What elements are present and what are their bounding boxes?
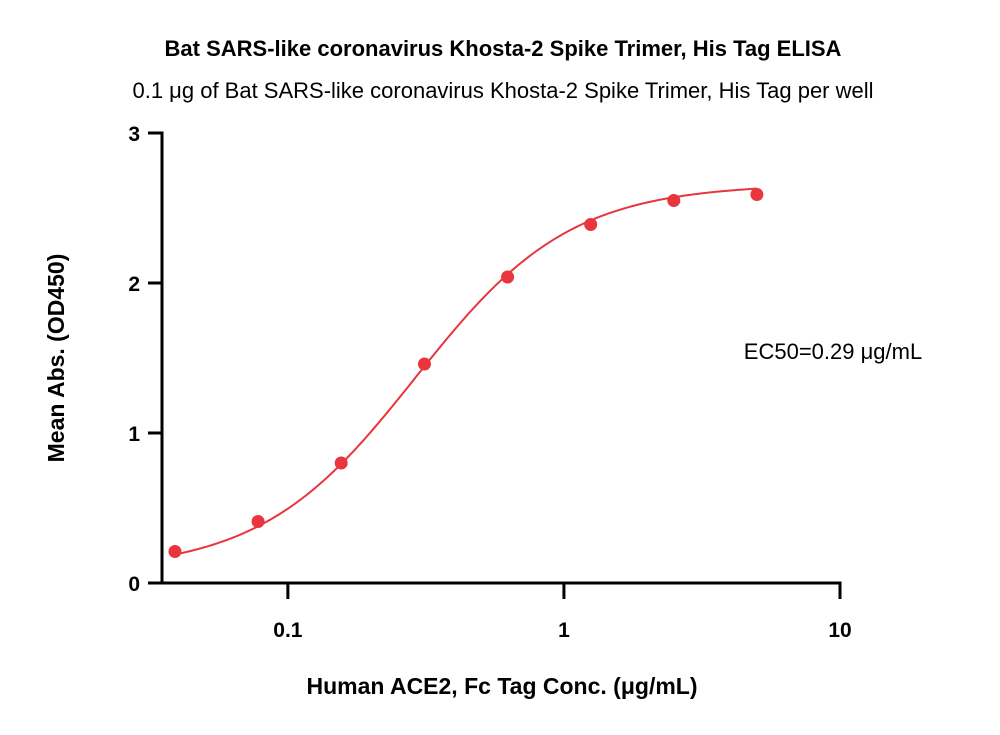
- data-point: [251, 515, 265, 528]
- chart-subtitle: 0.1 μg of Bat SARS-like coronavirus Khos…: [132, 78, 873, 103]
- data-point: [501, 270, 515, 284]
- axes: 0 1 2 3 0.1 1 10: [128, 123, 851, 642]
- y-tick-label: 1: [128, 423, 140, 446]
- x-tick-label: 0.1: [273, 619, 303, 642]
- y-tick-label: 3: [128, 123, 140, 146]
- y-axis-label: Mean Abs. (OD450): [43, 254, 69, 463]
- fit-curve-layer: [174, 187, 757, 556]
- data-point: [750, 188, 764, 201]
- fit-curve: [174, 187, 757, 556]
- x-tick-label: 1: [558, 619, 570, 642]
- x-axis-label: Human ACE2, Fc Tag Conc. (μg/mL): [306, 673, 697, 699]
- y-tick-label: 2: [128, 273, 140, 296]
- data-point: [667, 194, 681, 207]
- x-tick-label: 10: [828, 619, 851, 642]
- data-points-layer: [168, 188, 764, 558]
- y-tick-label: 0: [128, 573, 140, 596]
- data-point: [334, 456, 348, 470]
- data-point: [417, 357, 431, 371]
- data-point: [584, 218, 598, 231]
- ec50-annotation: EC50=0.29 μg/mL: [744, 339, 922, 364]
- chart-title: Bat SARS-like coronavirus Khosta-2 Spike…: [165, 36, 842, 61]
- data-point: [168, 545, 182, 558]
